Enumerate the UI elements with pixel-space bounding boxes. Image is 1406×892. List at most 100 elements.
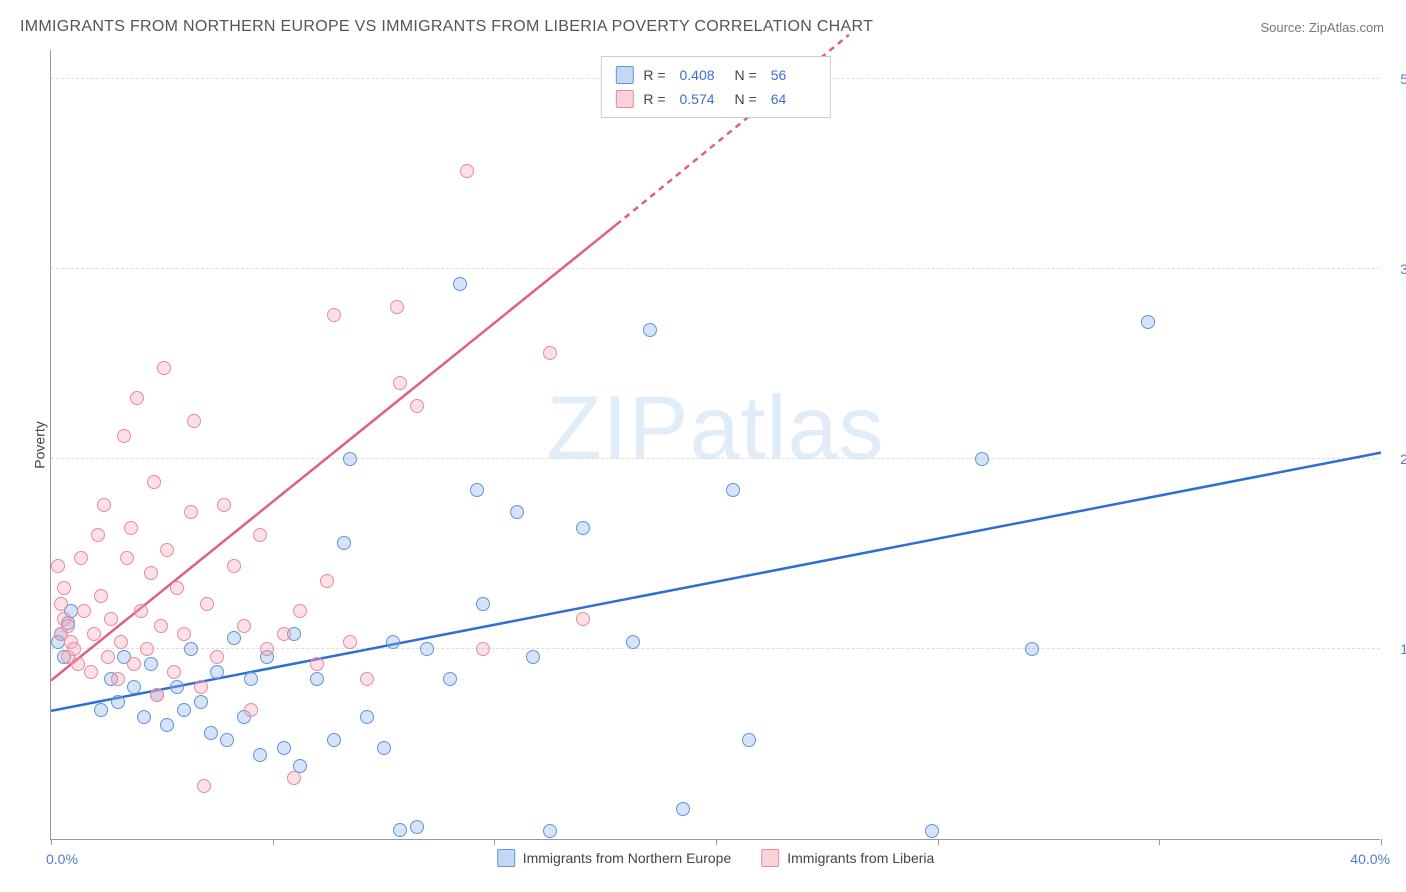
x-tick-mark (1159, 839, 1160, 845)
data-point-liberia (150, 688, 164, 702)
data-point-northern_europe (510, 505, 524, 519)
data-point-liberia (51, 559, 65, 573)
data-point-northern_europe (277, 741, 291, 755)
data-point-liberia (170, 581, 184, 595)
data-point-liberia (244, 703, 258, 717)
data-point-liberia (74, 551, 88, 565)
data-point-northern_europe (337, 536, 351, 550)
data-point-northern_europe (626, 635, 640, 649)
data-point-northern_europe (742, 733, 756, 747)
data-point-northern_europe (925, 824, 939, 838)
data-point-northern_europe (244, 672, 258, 686)
data-point-liberia (327, 308, 341, 322)
y-tick-label: 12.5% (1385, 641, 1406, 657)
data-point-liberia (160, 543, 174, 557)
data-point-northern_europe (420, 642, 434, 656)
data-point-liberia (543, 346, 557, 360)
data-point-northern_europe (975, 452, 989, 466)
data-point-liberia (177, 627, 191, 641)
data-point-liberia (94, 589, 108, 603)
y-tick-label: 37.5% (1385, 261, 1406, 277)
data-point-liberia (114, 635, 128, 649)
n-value-pink: 64 (771, 91, 816, 107)
data-point-liberia (360, 672, 374, 686)
data-point-liberia (194, 680, 208, 694)
data-point-liberia (390, 300, 404, 314)
n-label-pink: N = (735, 91, 757, 107)
data-point-liberia (184, 505, 198, 519)
data-point-liberia (187, 414, 201, 428)
data-point-liberia (343, 635, 357, 649)
x-tick-mark (51, 839, 52, 845)
data-point-northern_europe (676, 802, 690, 816)
data-point-northern_europe (410, 820, 424, 834)
legend-row-pink: R = 0.574 N = 64 (615, 87, 815, 111)
data-point-liberia (197, 779, 211, 793)
data-point-liberia (67, 642, 81, 656)
data-point-liberia (147, 475, 161, 489)
data-point-liberia (120, 551, 134, 565)
grid-line-h (51, 268, 1380, 269)
data-point-liberia (130, 391, 144, 405)
data-point-liberia (293, 604, 307, 618)
regression-lines (51, 50, 1380, 839)
swatch-pink-icon (761, 849, 779, 867)
y-tick-label: 50.0% (1385, 71, 1406, 87)
n-value-blue: 56 (771, 67, 816, 83)
data-point-liberia (97, 498, 111, 512)
correlation-legend: R = 0.408 N = 56 R = 0.574 N = 64 (600, 56, 830, 118)
series-name-pink: Immigrants from Liberia (787, 850, 934, 866)
r-value-blue: 0.408 (680, 67, 725, 83)
data-point-northern_europe (210, 665, 224, 679)
y-axis-title: Poverty (32, 421, 48, 468)
data-point-liberia (127, 657, 141, 671)
data-point-liberia (134, 604, 148, 618)
data-point-northern_europe (184, 642, 198, 656)
series-legend: Immigrants from Northern Europe Immigran… (497, 849, 935, 867)
data-point-northern_europe (643, 323, 657, 337)
grid-line-h (51, 458, 1380, 459)
data-point-northern_europe (726, 483, 740, 497)
data-point-northern_europe (177, 703, 191, 717)
data-point-liberia (154, 619, 168, 633)
data-point-liberia (217, 498, 231, 512)
data-point-liberia (101, 650, 115, 664)
data-point-northern_europe (204, 726, 218, 740)
data-point-liberia (61, 619, 75, 633)
x-tick-mark (716, 839, 717, 845)
data-point-northern_europe (144, 657, 158, 671)
data-point-liberia (287, 771, 301, 785)
y-tick-label: 25.0% (1385, 451, 1406, 467)
data-point-liberia (71, 657, 85, 671)
data-point-liberia (476, 642, 490, 656)
data-point-northern_europe (443, 672, 457, 686)
data-point-liberia (167, 665, 181, 679)
data-point-northern_europe (526, 650, 540, 664)
data-point-northern_europe (470, 483, 484, 497)
series-name-blue: Immigrants from Northern Europe (523, 850, 732, 866)
data-point-liberia (117, 429, 131, 443)
data-point-northern_europe (220, 733, 234, 747)
legend-row-blue: R = 0.408 N = 56 (615, 63, 815, 87)
data-point-northern_europe (227, 631, 241, 645)
data-point-liberia (237, 619, 251, 633)
legend-item-pink: Immigrants from Liberia (761, 849, 934, 867)
data-point-northern_europe (360, 710, 374, 724)
plot-area: ZIPatlas Poverty 12.5%25.0%37.5%50.0% R … (50, 50, 1380, 840)
chart-title: IMMIGRANTS FROM NORTHERN EUROPE VS IMMIG… (20, 18, 873, 36)
data-point-northern_europe (453, 277, 467, 291)
data-point-northern_europe (94, 703, 108, 717)
data-point-liberia (210, 650, 224, 664)
data-point-northern_europe (194, 695, 208, 709)
data-point-northern_europe (170, 680, 184, 694)
watermark: ZIPatlas (546, 377, 884, 480)
swatch-blue-icon (497, 849, 515, 867)
data-point-northern_europe (576, 521, 590, 535)
data-point-liberia (87, 627, 101, 641)
data-point-liberia (111, 672, 125, 686)
n-label-blue: N = (735, 67, 757, 83)
grid-line-h (51, 648, 1380, 649)
data-point-liberia (157, 361, 171, 375)
data-point-liberia (140, 642, 154, 656)
data-point-northern_europe (343, 452, 357, 466)
